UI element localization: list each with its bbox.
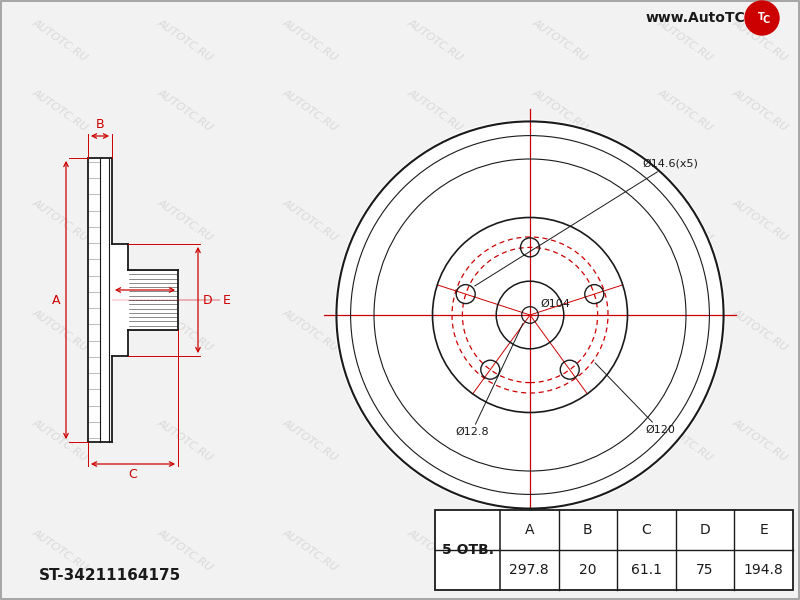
Text: AUTOTC.RU: AUTOTC.RU xyxy=(406,307,465,353)
Text: AUTOTC.RU: AUTOTC.RU xyxy=(281,527,339,573)
Text: AUTOTC.RU: AUTOTC.RU xyxy=(281,197,339,243)
Text: Ø12.8: Ø12.8 xyxy=(455,323,523,437)
Text: AUTOTC.RU: AUTOTC.RU xyxy=(655,87,714,133)
Text: AUTOTC.RU: AUTOTC.RU xyxy=(655,417,714,463)
Text: AUTOTC.RU: AUTOTC.RU xyxy=(30,417,90,463)
Text: A: A xyxy=(525,523,534,537)
Text: 75: 75 xyxy=(696,563,714,577)
Text: C: C xyxy=(129,469,138,481)
Text: 61.1: 61.1 xyxy=(631,563,662,577)
Text: T: T xyxy=(758,12,764,22)
Text: AUTOTC.RU: AUTOTC.RU xyxy=(530,197,590,243)
Text: AUTOTC.RU: AUTOTC.RU xyxy=(281,17,339,63)
Text: 5 ОТВ.: 5 ОТВ. xyxy=(442,543,494,557)
Text: AUTOTC.RU: AUTOTC.RU xyxy=(281,307,339,353)
Text: AUTOTC.RU: AUTOTC.RU xyxy=(406,197,465,243)
Text: A: A xyxy=(52,293,60,307)
Text: AUTOTC.RU: AUTOTC.RU xyxy=(406,17,465,63)
Text: C: C xyxy=(642,523,651,537)
Circle shape xyxy=(334,119,726,511)
Text: AUTOTC.RU: AUTOTC.RU xyxy=(30,197,90,243)
Text: AUTOTC.RU: AUTOTC.RU xyxy=(655,17,714,63)
Text: 194.8: 194.8 xyxy=(744,563,783,577)
Text: AUTOTC.RU: AUTOTC.RU xyxy=(30,527,90,573)
Text: AUTOTC.RU: AUTOTC.RU xyxy=(155,307,214,353)
Text: C: C xyxy=(762,15,770,25)
Text: Ø120: Ø120 xyxy=(595,363,675,435)
Text: ST-34211164175: ST-34211164175 xyxy=(39,568,181,583)
Text: AUTOTC.RU: AUTOTC.RU xyxy=(155,87,214,133)
Text: D: D xyxy=(203,293,213,307)
Text: AUTOTC.RU: AUTOTC.RU xyxy=(655,527,714,573)
Text: AUTOTC.RU: AUTOTC.RU xyxy=(30,17,90,63)
Text: AUTOTC.RU: AUTOTC.RU xyxy=(30,307,90,353)
Text: Ø104: Ø104 xyxy=(540,299,570,309)
Text: AUTOTC.RU: AUTOTC.RU xyxy=(281,87,339,133)
Text: AUTOTC.RU: AUTOTC.RU xyxy=(530,87,590,133)
Text: D: D xyxy=(700,523,710,537)
Text: AUTOTC.RU: AUTOTC.RU xyxy=(730,307,790,353)
Text: AUTOTC.RU: AUTOTC.RU xyxy=(155,527,214,573)
Text: AUTOTC.RU: AUTOTC.RU xyxy=(155,417,214,463)
Text: AUTOTC.RU: AUTOTC.RU xyxy=(406,417,465,463)
Text: E: E xyxy=(223,293,231,307)
Text: B: B xyxy=(96,118,104,131)
Text: AUTOTC.RU: AUTOTC.RU xyxy=(730,417,790,463)
Text: www.AutoTC.ru: www.AutoTC.ru xyxy=(645,11,767,25)
Text: AUTOTC.RU: AUTOTC.RU xyxy=(730,87,790,133)
Text: AUTOTC.RU: AUTOTC.RU xyxy=(730,527,790,573)
Polygon shape xyxy=(88,158,178,442)
Text: Ø14.6(x5): Ø14.6(x5) xyxy=(474,159,698,286)
Text: E: E xyxy=(759,523,768,537)
Text: AUTOTC.RU: AUTOTC.RU xyxy=(30,87,90,133)
Text: AUTOTC.RU: AUTOTC.RU xyxy=(655,197,714,243)
Text: AUTOTC.RU: AUTOTC.RU xyxy=(730,197,790,243)
Text: 20: 20 xyxy=(579,563,597,577)
Bar xyxy=(435,510,793,590)
Text: AUTOTC.RU: AUTOTC.RU xyxy=(530,417,590,463)
Text: AUTOTC.RU: AUTOTC.RU xyxy=(406,527,465,573)
Text: AUTOTC.RU: AUTOTC.RU xyxy=(530,17,590,63)
Text: AUTOTC.RU: AUTOTC.RU xyxy=(530,307,590,353)
Text: AUTOTC.RU: AUTOTC.RU xyxy=(155,197,214,243)
Text: AUTOTC.RU: AUTOTC.RU xyxy=(730,17,790,63)
Text: AUTOTC.RU: AUTOTC.RU xyxy=(155,17,214,63)
Text: AUTOTC.RU: AUTOTC.RU xyxy=(281,417,339,463)
Text: AUTOTC.RU: AUTOTC.RU xyxy=(530,527,590,573)
Text: AUTOTC.RU: AUTOTC.RU xyxy=(406,87,465,133)
Circle shape xyxy=(745,1,779,35)
Text: 297.8: 297.8 xyxy=(510,563,549,577)
Text: B: B xyxy=(583,523,593,537)
Text: AUTOTC.RU: AUTOTC.RU xyxy=(655,307,714,353)
